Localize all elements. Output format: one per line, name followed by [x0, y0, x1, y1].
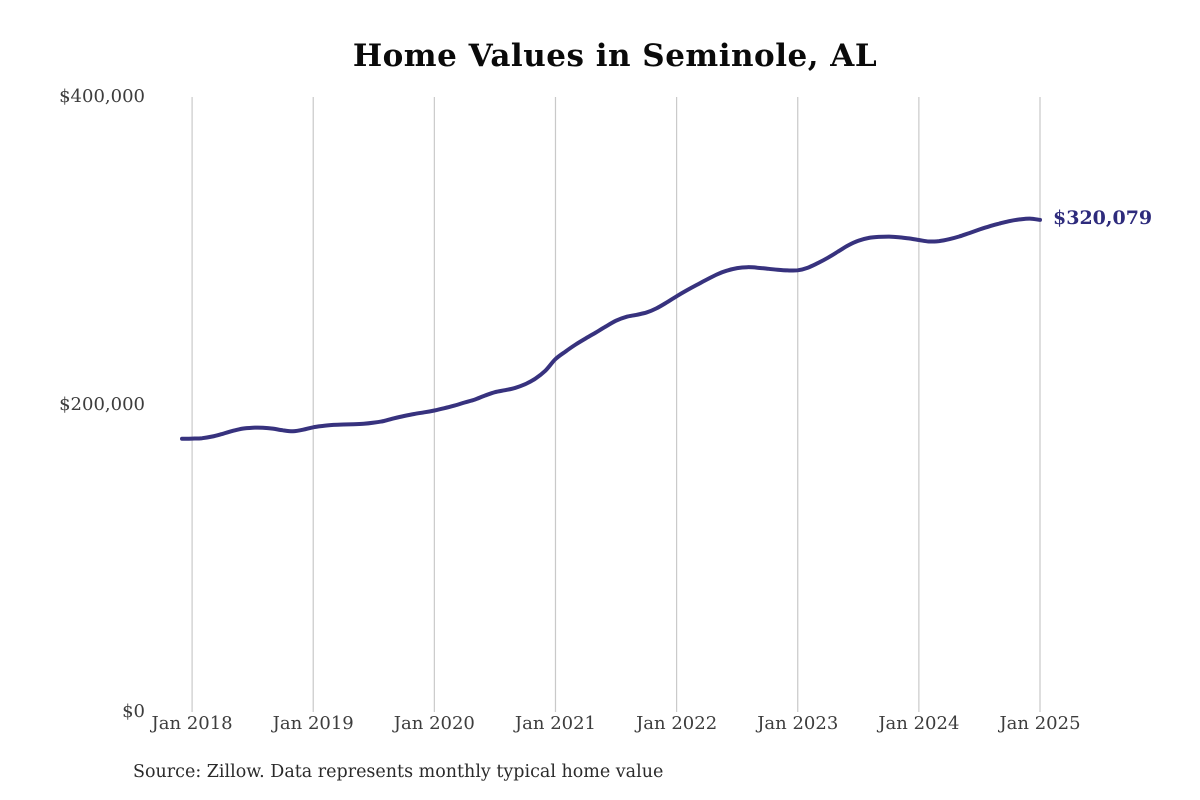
y-tick-label: $400,000 — [59, 86, 145, 107]
chart-title: Home Values in Seminole, AL — [352, 38, 878, 74]
x-tick-label: Jan 2020 — [393, 713, 475, 734]
gridlines — [191, 97, 1041, 712]
y-tick-label: $200,000 — [59, 393, 145, 415]
latest-value-label: $320,079 — [1053, 206, 1153, 229]
x-tick-label: Jan 2025 — [999, 713, 1081, 734]
x-tick-label: Jan 2024 — [878, 713, 960, 734]
source-note: Source: Zillow. Data represents monthly … — [133, 762, 664, 782]
x-tick-label: Jan 2023 — [757, 713, 839, 734]
x-tick-label: Jan 2022 — [636, 713, 718, 734]
y-tick-label: $0 — [122, 701, 145, 722]
x-tick-label: Jan 2018 — [151, 713, 233, 734]
x-tick-label: Jan 2019 — [272, 713, 354, 734]
x-tick-label: Jan 2021 — [514, 713, 597, 734]
home-value-line — [180, 216, 1042, 441]
